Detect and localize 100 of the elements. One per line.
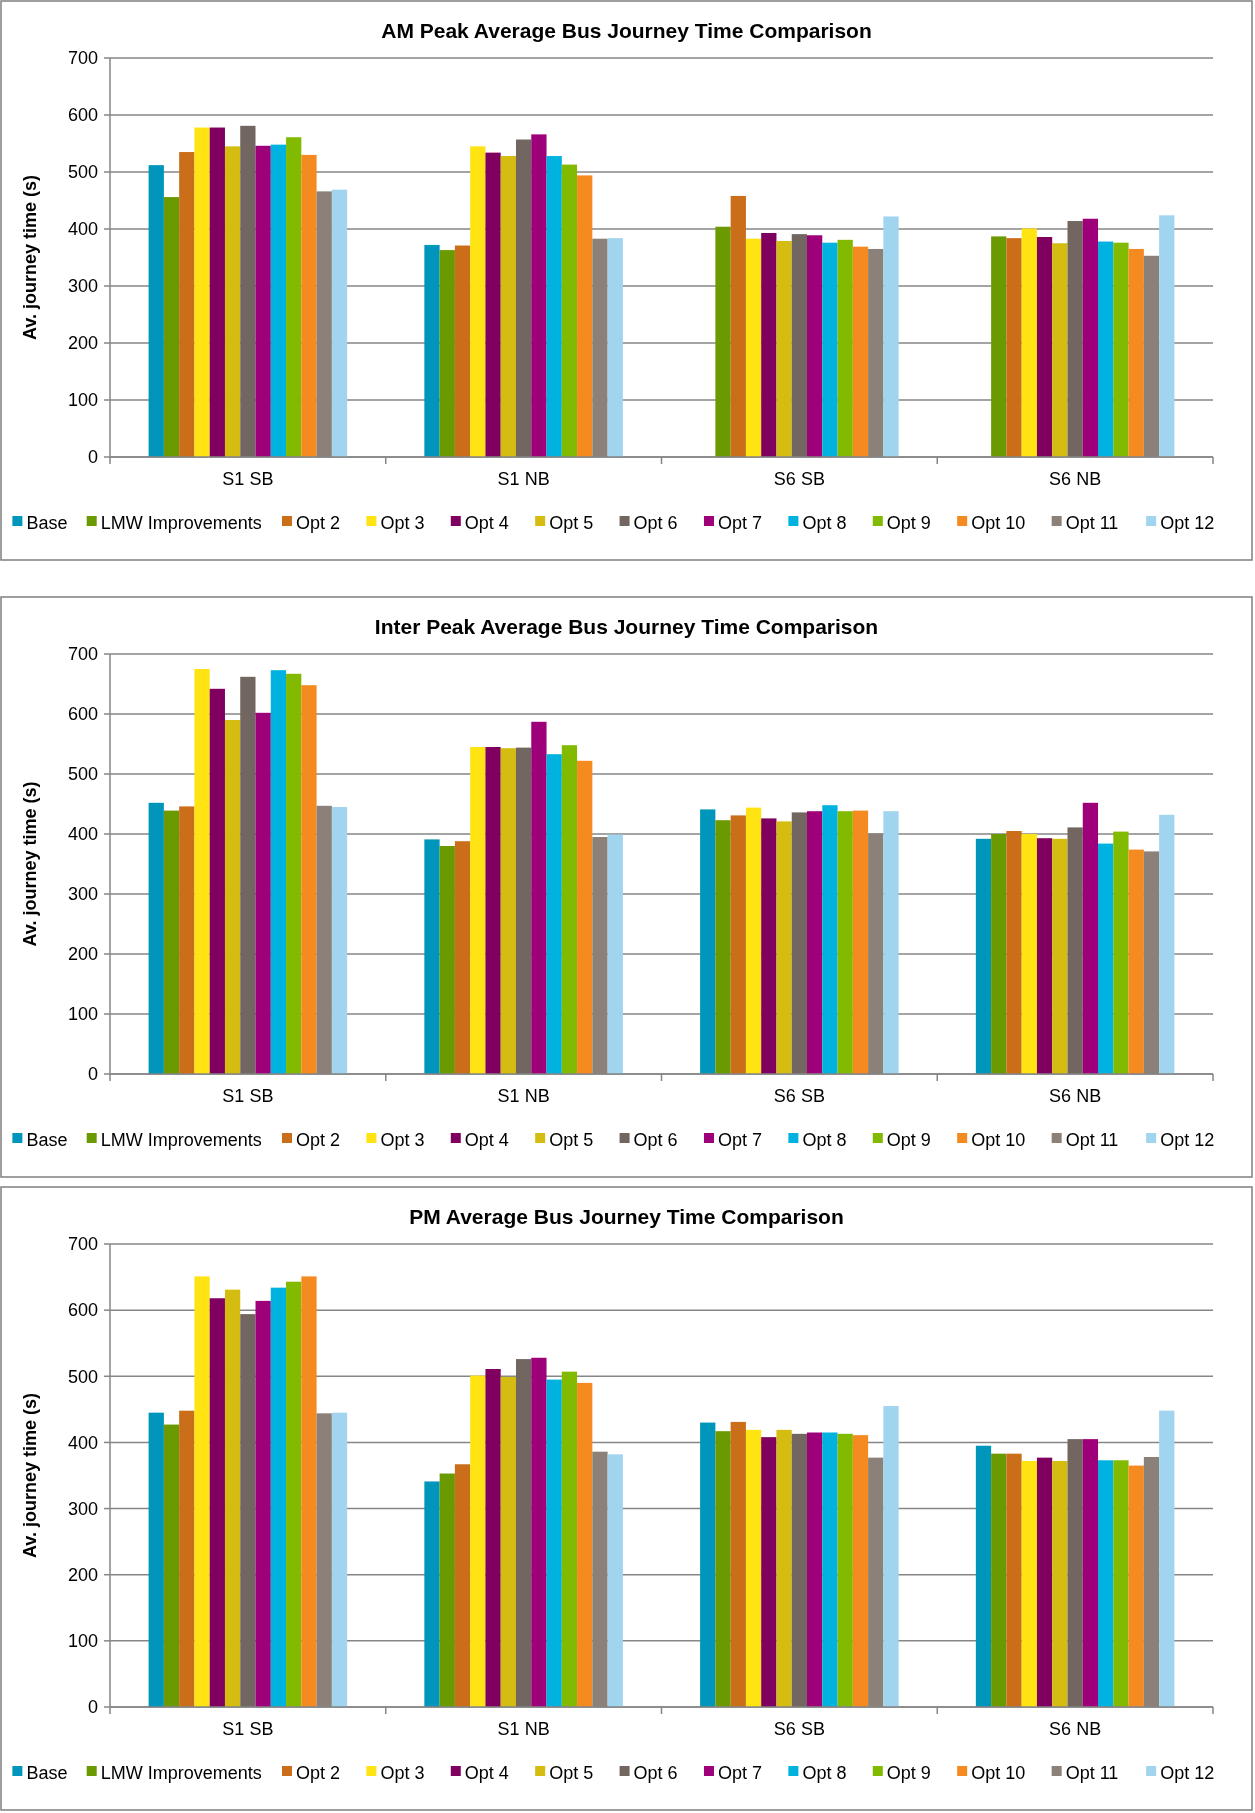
bar <box>1113 831 1129 1074</box>
legend-label: Opt 10 <box>971 1130 1026 1151</box>
y-tick-label: 300 <box>67 884 98 905</box>
bar <box>163 1424 180 1707</box>
bar <box>424 1481 440 1707</box>
bar <box>592 1451 608 1707</box>
legend-label: Opt 11 <box>1065 1130 1119 1151</box>
bar <box>1128 849 1144 1074</box>
y-tick-label: 400 <box>67 1432 98 1453</box>
bar <box>561 745 578 1074</box>
bar <box>822 805 838 1074</box>
bar <box>561 1371 578 1707</box>
bar <box>1143 851 1160 1074</box>
y-tick-label: 200 <box>67 333 98 354</box>
y-tick-label: 0 <box>87 447 98 468</box>
bar <box>531 134 547 457</box>
bar <box>868 833 884 1074</box>
bar <box>1143 1456 1160 1707</box>
legend-label: Opt 5 <box>549 1130 594 1151</box>
bar <box>286 137 302 457</box>
legend-label: LMW Improvements <box>100 513 262 534</box>
bar <box>791 234 808 457</box>
bar <box>179 1410 195 1707</box>
bar <box>148 1412 164 1707</box>
bar <box>1082 802 1099 1074</box>
y-axis-title: Av. journey time (s) <box>20 781 40 947</box>
y-tick-label: 100 <box>67 1004 98 1025</box>
bar <box>286 673 302 1074</box>
bar <box>454 245 471 457</box>
y-tick-label: 700 <box>67 48 98 69</box>
bar <box>531 721 547 1074</box>
bar <box>209 688 225 1074</box>
legend-label: Opt 7 <box>717 513 763 534</box>
bar <box>975 838 992 1074</box>
y-axis-title: Av. journey time (s) <box>20 174 40 341</box>
bar <box>1052 838 1068 1074</box>
y-tick-label: 200 <box>67 944 98 965</box>
bar <box>316 805 332 1074</box>
bar <box>700 809 716 1074</box>
bar <box>730 1421 746 1707</box>
legend-label: Opt 3 <box>380 1763 425 1784</box>
bar <box>1021 228 1037 457</box>
bar <box>515 1359 532 1707</box>
bar <box>745 807 762 1074</box>
bar <box>1128 248 1144 457</box>
legend-label: Base <box>26 1763 68 1784</box>
bar <box>179 152 195 457</box>
bar <box>1021 1460 1037 1707</box>
bar <box>500 748 516 1074</box>
bar <box>776 1429 792 1707</box>
bar <box>331 1412 348 1707</box>
legend-label: Opt 9 <box>886 1130 931 1151</box>
bar <box>270 144 287 457</box>
bar <box>1143 255 1160 457</box>
bar <box>577 760 593 1074</box>
bar <box>546 754 562 1074</box>
legend-label: Base <box>26 1130 68 1151</box>
bar <box>577 175 593 457</box>
y-tick-label: 700 <box>67 1234 98 1255</box>
bar <box>500 1376 516 1707</box>
legend-label: LMW Improvements <box>100 1130 262 1151</box>
bar <box>1006 1453 1022 1707</box>
bar <box>1159 215 1175 457</box>
bar <box>883 811 899 1074</box>
bar <box>515 139 532 457</box>
bar <box>1052 1460 1068 1707</box>
bar <box>255 1300 271 1707</box>
bar <box>301 685 317 1074</box>
y-tick-label: 500 <box>67 764 98 785</box>
bar <box>470 146 486 457</box>
y-tick-label: 100 <box>67 390 98 411</box>
bar <box>286 1281 302 1707</box>
x-tick-label: S6 NB <box>1049 469 1102 489</box>
bar <box>1128 1465 1144 1707</box>
bar <box>745 1429 762 1707</box>
bar <box>454 1464 471 1707</box>
bar <box>1052 243 1068 457</box>
x-tick-label: S1 NB <box>497 1719 550 1739</box>
x-tick-label: S6 SB <box>773 1086 825 1106</box>
y-tick-label: 400 <box>67 824 98 845</box>
bar <box>1098 241 1114 457</box>
bar <box>807 811 823 1074</box>
legend-label: Opt 10 <box>971 513 1026 534</box>
bar <box>301 1276 317 1707</box>
legend-label: Opt 3 <box>380 513 425 534</box>
bar <box>822 242 838 457</box>
bar <box>607 1454 623 1707</box>
legend-label: Opt 2 <box>295 1130 341 1151</box>
bar <box>1159 1410 1175 1707</box>
legend-label: Opt 6 <box>633 513 678 534</box>
bar <box>439 250 455 457</box>
bar <box>240 125 256 457</box>
bar <box>316 191 332 457</box>
bar <box>1159 814 1175 1074</box>
bar <box>730 815 746 1074</box>
bar <box>1006 238 1022 457</box>
bar <box>1098 843 1114 1074</box>
bar <box>1098 1460 1114 1707</box>
bar <box>531 1357 547 1707</box>
legend-label: LMW Improvements <box>100 1763 262 1784</box>
